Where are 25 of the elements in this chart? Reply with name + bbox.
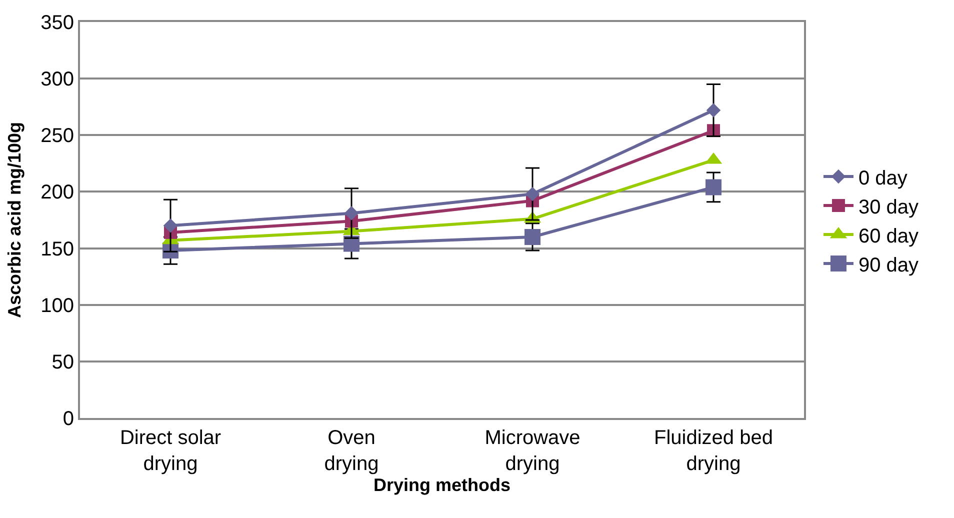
y-tick-label: 100 xyxy=(40,294,74,317)
legend-label: 0 day xyxy=(858,167,908,190)
legend-label: 90 day xyxy=(858,254,919,276)
x-tick-label: Microwave drying xyxy=(484,427,580,475)
y-tick-label: 300 xyxy=(40,68,74,91)
point xyxy=(344,206,359,220)
x-tick-label: Fluidized bed drying xyxy=(654,427,773,475)
point xyxy=(706,103,721,118)
y-axis-title: Ascorbic acid mg/100g xyxy=(4,122,24,318)
point xyxy=(525,186,540,202)
y-tick-label: 50 xyxy=(52,351,74,374)
x-tick-label: Oven drying xyxy=(324,427,379,475)
point xyxy=(706,179,722,196)
y-tick-label: 250 xyxy=(40,125,74,148)
y-tick-label: 200 xyxy=(40,182,74,204)
legend-label: 30 day xyxy=(858,196,919,218)
y-tick-label: 350 xyxy=(40,12,74,34)
x-tick-label: Direct solar drying xyxy=(120,427,222,475)
point xyxy=(524,228,540,245)
legend-label: 60 day xyxy=(858,225,919,248)
point xyxy=(344,236,360,252)
point xyxy=(163,218,178,233)
y-tick-label: 0 xyxy=(62,408,74,430)
y-tick-label: 150 xyxy=(40,238,74,260)
x-axis-title: Drying methods xyxy=(373,475,511,495)
